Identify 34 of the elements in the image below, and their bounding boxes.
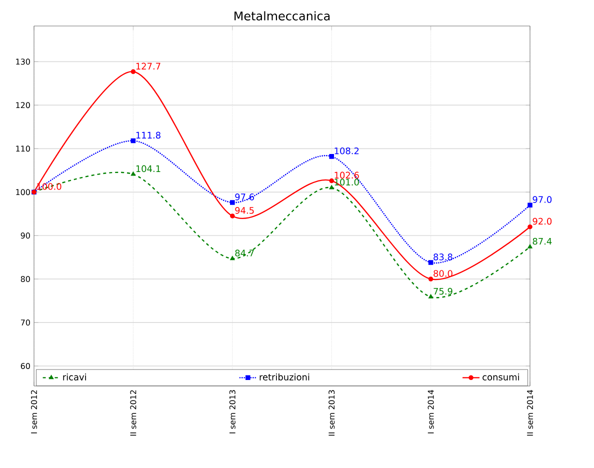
- point: [329, 154, 334, 159]
- data-label: 127.7: [136, 62, 160, 70]
- point: [131, 172, 136, 176]
- data-label: 92.0: [532, 218, 552, 225]
- point: [230, 200, 235, 205]
- point: [428, 294, 433, 298]
- data-label: 83.8: [434, 254, 452, 260]
- data-label: 97.6: [235, 194, 254, 200]
- data-label: 75.9: [434, 288, 452, 295]
- data-label: 104.1: [136, 165, 160, 172]
- legend-label: retribuzioni: [260, 374, 310, 380]
- data-label: 87.4: [532, 238, 552, 245]
- data-label: 102.6: [334, 172, 359, 179]
- legend-label: ricavi: [63, 374, 86, 380]
- data-label: 94.5: [235, 207, 254, 214]
- point: [230, 256, 235, 260]
- data-label: 101.0: [334, 178, 359, 186]
- point: [329, 185, 334, 190]
- data-label: 80.0: [434, 270, 452, 277]
- data-label: 108.2: [334, 147, 359, 154]
- point: [428, 276, 434, 282]
- point: [428, 260, 434, 265]
- data-label: 84.7: [235, 250, 254, 256]
- chart-title: Metalmeccanica: [234, 11, 330, 20]
- point: [528, 224, 532, 230]
- point: [528, 202, 532, 208]
- data-label: 111.8: [136, 132, 160, 139]
- point: [130, 138, 136, 144]
- point: [329, 178, 334, 184]
- point: [528, 244, 532, 248]
- point: [130, 69, 136, 74]
- data-label: 97.0: [532, 196, 552, 203]
- legend-label: consumi: [482, 374, 519, 380]
- point: [230, 214, 235, 218]
